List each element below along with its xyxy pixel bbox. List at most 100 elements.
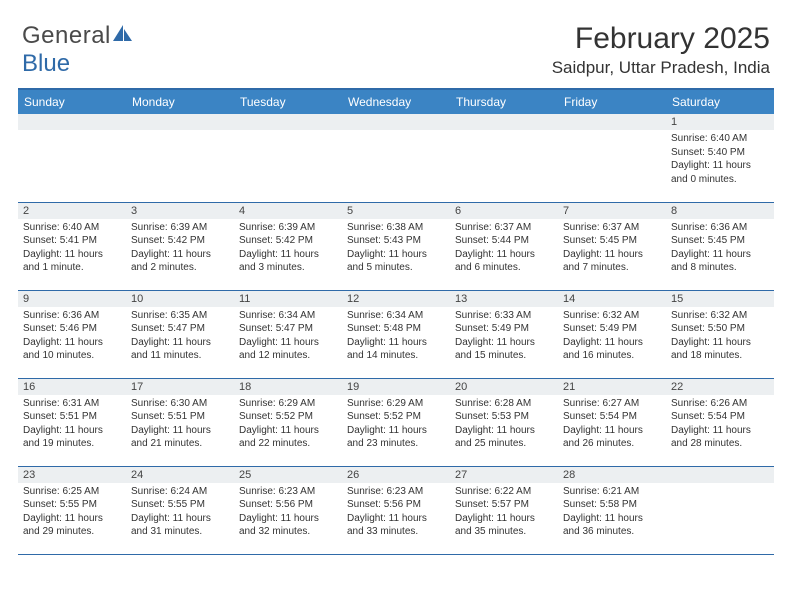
sunset-line: Sunset: 5:41 PM (23, 234, 121, 248)
day-details: Sunrise: 6:29 AMSunset: 5:52 PMDaylight:… (342, 395, 450, 455)
sunset-line: Sunset: 5:47 PM (131, 322, 229, 336)
calendar-week: 16Sunrise: 6:31 AMSunset: 5:51 PMDayligh… (18, 378, 774, 466)
day-number (558, 114, 666, 130)
day-details: Sunrise: 6:32 AMSunset: 5:49 PMDaylight:… (558, 307, 666, 367)
daylight-line: Daylight: 11 hours and 5 minutes. (347, 248, 445, 275)
calendar-cell: 28Sunrise: 6:21 AMSunset: 5:58 PMDayligh… (558, 466, 666, 554)
sunrise-line: Sunrise: 6:36 AM (671, 221, 769, 235)
calendar-cell: 5Sunrise: 6:38 AMSunset: 5:43 PMDaylight… (342, 202, 450, 290)
calendar-cell: 11Sunrise: 6:34 AMSunset: 5:47 PMDayligh… (234, 290, 342, 378)
calendar-cell: 10Sunrise: 6:35 AMSunset: 5:47 PMDayligh… (126, 290, 234, 378)
calendar-week: 2Sunrise: 6:40 AMSunset: 5:41 PMDaylight… (18, 202, 774, 290)
sunrise-line: Sunrise: 6:27 AM (563, 397, 661, 411)
day-number: 5 (342, 203, 450, 219)
location: Saidpur, Uttar Pradesh, India (552, 58, 770, 78)
day-details: Sunrise: 6:22 AMSunset: 5:57 PMDaylight:… (450, 483, 558, 543)
day-details: Sunrise: 6:26 AMSunset: 5:54 PMDaylight:… (666, 395, 774, 455)
day-details: Sunrise: 6:36 AMSunset: 5:45 PMDaylight:… (666, 219, 774, 279)
day-details (666, 483, 774, 533)
calendar-cell: 17Sunrise: 6:30 AMSunset: 5:51 PMDayligh… (126, 378, 234, 466)
day-details: Sunrise: 6:31 AMSunset: 5:51 PMDaylight:… (18, 395, 126, 455)
sunset-line: Sunset: 5:54 PM (671, 410, 769, 424)
sunrise-line: Sunrise: 6:32 AM (671, 309, 769, 323)
calendar-cell (558, 114, 666, 202)
sunset-line: Sunset: 5:45 PM (563, 234, 661, 248)
day-header: Monday (126, 90, 234, 114)
logo: General (22, 22, 135, 50)
daylight-line: Daylight: 11 hours and 10 minutes. (23, 336, 121, 363)
day-details: Sunrise: 6:23 AMSunset: 5:56 PMDaylight:… (342, 483, 450, 543)
sunset-line: Sunset: 5:54 PM (563, 410, 661, 424)
daylight-line: Daylight: 11 hours and 29 minutes. (23, 512, 121, 539)
sunset-line: Sunset: 5:49 PM (455, 322, 553, 336)
calendar-week: 23Sunrise: 6:25 AMSunset: 5:55 PMDayligh… (18, 466, 774, 554)
calendar-cell: 8Sunrise: 6:36 AMSunset: 5:45 PMDaylight… (666, 202, 774, 290)
day-header: Wednesday (342, 90, 450, 114)
day-number: 20 (450, 379, 558, 395)
daylight-line: Daylight: 11 hours and 21 minutes. (131, 424, 229, 451)
sunset-line: Sunset: 5:43 PM (347, 234, 445, 248)
day-number: 8 (666, 203, 774, 219)
daylight-line: Daylight: 11 hours and 14 minutes. (347, 336, 445, 363)
calendar-cell: 14Sunrise: 6:32 AMSunset: 5:49 PMDayligh… (558, 290, 666, 378)
day-number: 10 (126, 291, 234, 307)
day-header: Friday (558, 90, 666, 114)
sunset-line: Sunset: 5:49 PM (563, 322, 661, 336)
calendar-cell: 23Sunrise: 6:25 AMSunset: 5:55 PMDayligh… (18, 466, 126, 554)
sunrise-line: Sunrise: 6:34 AM (239, 309, 337, 323)
day-details: Sunrise: 6:34 AMSunset: 5:47 PMDaylight:… (234, 307, 342, 367)
logo-text-blue: Blue (22, 50, 70, 78)
day-number: 28 (558, 467, 666, 483)
calendar-cell: 25Sunrise: 6:23 AMSunset: 5:56 PMDayligh… (234, 466, 342, 554)
day-number: 11 (234, 291, 342, 307)
day-details: Sunrise: 6:25 AMSunset: 5:55 PMDaylight:… (18, 483, 126, 543)
day-details (234, 130, 342, 180)
sunrise-line: Sunrise: 6:26 AM (671, 397, 769, 411)
day-number: 9 (18, 291, 126, 307)
day-number: 16 (18, 379, 126, 395)
sunset-line: Sunset: 5:42 PM (239, 234, 337, 248)
day-details: Sunrise: 6:30 AMSunset: 5:51 PMDaylight:… (126, 395, 234, 455)
day-number: 19 (342, 379, 450, 395)
sunrise-line: Sunrise: 6:29 AM (347, 397, 445, 411)
daylight-line: Daylight: 11 hours and 36 minutes. (563, 512, 661, 539)
day-details: Sunrise: 6:21 AMSunset: 5:58 PMDaylight:… (558, 483, 666, 543)
day-number: 1 (666, 114, 774, 130)
daylight-line: Daylight: 11 hours and 7 minutes. (563, 248, 661, 275)
sunset-line: Sunset: 5:42 PM (131, 234, 229, 248)
sunrise-line: Sunrise: 6:35 AM (131, 309, 229, 323)
day-number: 25 (234, 467, 342, 483)
day-details: Sunrise: 6:29 AMSunset: 5:52 PMDaylight:… (234, 395, 342, 455)
day-header: Thursday (450, 90, 558, 114)
day-details: Sunrise: 6:36 AMSunset: 5:46 PMDaylight:… (18, 307, 126, 367)
daylight-line: Daylight: 11 hours and 2 minutes. (131, 248, 229, 275)
day-number: 3 (126, 203, 234, 219)
month-title: February 2025 (552, 22, 770, 56)
sunset-line: Sunset: 5:46 PM (23, 322, 121, 336)
sunset-line: Sunset: 5:57 PM (455, 498, 553, 512)
sunset-line: Sunset: 5:58 PM (563, 498, 661, 512)
daylight-line: Daylight: 11 hours and 22 minutes. (239, 424, 337, 451)
daylight-line: Daylight: 11 hours and 6 minutes. (455, 248, 553, 275)
calendar-cell (342, 114, 450, 202)
calendar-cell: 20Sunrise: 6:28 AMSunset: 5:53 PMDayligh… (450, 378, 558, 466)
sunrise-line: Sunrise: 6:32 AM (563, 309, 661, 323)
day-details: Sunrise: 6:27 AMSunset: 5:54 PMDaylight:… (558, 395, 666, 455)
day-number: 22 (666, 379, 774, 395)
sunrise-line: Sunrise: 6:22 AM (455, 485, 553, 499)
sunrise-line: Sunrise: 6:34 AM (347, 309, 445, 323)
sunset-line: Sunset: 5:53 PM (455, 410, 553, 424)
sunset-line: Sunset: 5:47 PM (239, 322, 337, 336)
daylight-line: Daylight: 11 hours and 3 minutes. (239, 248, 337, 275)
day-details: Sunrise: 6:23 AMSunset: 5:56 PMDaylight:… (234, 483, 342, 543)
sunrise-line: Sunrise: 6:21 AM (563, 485, 661, 499)
day-details: Sunrise: 6:39 AMSunset: 5:42 PMDaylight:… (126, 219, 234, 279)
day-number: 7 (558, 203, 666, 219)
day-number (234, 114, 342, 130)
daylight-line: Daylight: 11 hours and 1 minute. (23, 248, 121, 275)
day-details (18, 130, 126, 180)
daylight-line: Daylight: 11 hours and 25 minutes. (455, 424, 553, 451)
day-number: 17 (126, 379, 234, 395)
day-details (342, 130, 450, 180)
calendar-cell: 1Sunrise: 6:40 AMSunset: 5:40 PMDaylight… (666, 114, 774, 202)
